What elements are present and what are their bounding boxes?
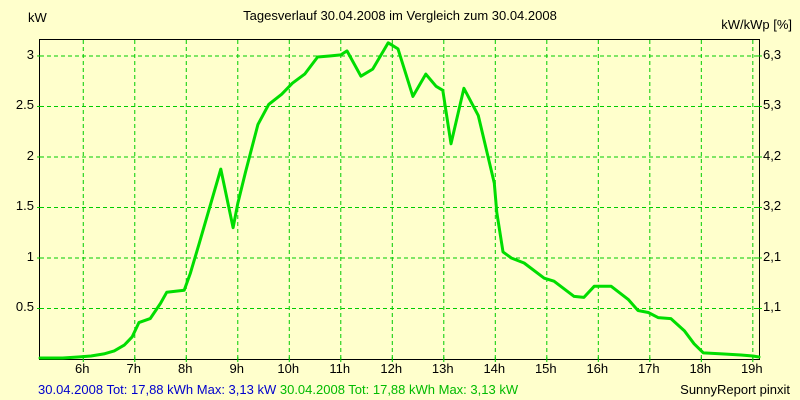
left-axis-unit-label: kW: [28, 10, 47, 25]
x-tick-label: 7h: [126, 361, 141, 376]
plot-area: [37, 39, 762, 362]
x-tick-label: 19h: [740, 361, 763, 376]
x-tick-label: 17h: [637, 361, 660, 376]
y-tick-label-right: 6,3: [763, 46, 782, 62]
x-tick-label: 16h: [586, 361, 609, 376]
right-axis-unit-label: kW/kWp [%]: [721, 17, 792, 32]
x-tick-label: 15h: [534, 361, 557, 376]
y-tick-label-left: 0.5: [15, 299, 34, 315]
y-tick-label-right: 4,2: [763, 147, 782, 163]
y-tick-label-left: 2.5: [15, 97, 34, 113]
y-tick-label-right: 5,3: [763, 97, 782, 113]
power-curve: [38, 41, 761, 360]
x-tick-label: 6h: [75, 361, 90, 376]
y-tick-label-left: 1.5: [15, 198, 34, 214]
series2-summary: 30.04.2008 Tot: 17,88 kWh Max: 3,13 kW: [279, 382, 519, 397]
x-tick-label: 12h: [380, 361, 403, 376]
x-tick-label: 11h: [329, 361, 351, 376]
x-tick-label: 18h: [689, 361, 712, 376]
y-tick-label-left: 1: [26, 248, 34, 264]
y-tick-label-right: 3,2: [763, 198, 782, 214]
y-tick-label-right: 2,1: [763, 248, 782, 264]
footer-summary: 30.04.2008 Tot: 17,88 kWh Max: 3,13 kW 3…: [38, 382, 518, 397]
series1-summary: 30.04.2008 Tot: 17,88 kWh Max: 3,13 kW: [38, 382, 277, 397]
y-tick-label-left: 2: [26, 147, 34, 163]
x-tick-label: 13h: [431, 361, 454, 376]
branding-label: SunnyReport pinxit: [680, 382, 790, 397]
x-tick-label: 14h: [483, 361, 506, 376]
x-tick-label: 10h: [277, 361, 300, 376]
x-tick-label: 8h: [178, 361, 193, 376]
y-tick-label-left: 3: [26, 46, 34, 62]
chart-title: Tagesverlauf 30.04.2008 im Vergleich zum…: [243, 8, 557, 23]
y-tick-label-right: 1,1: [763, 299, 782, 315]
x-tick-label: 9h: [229, 361, 244, 376]
